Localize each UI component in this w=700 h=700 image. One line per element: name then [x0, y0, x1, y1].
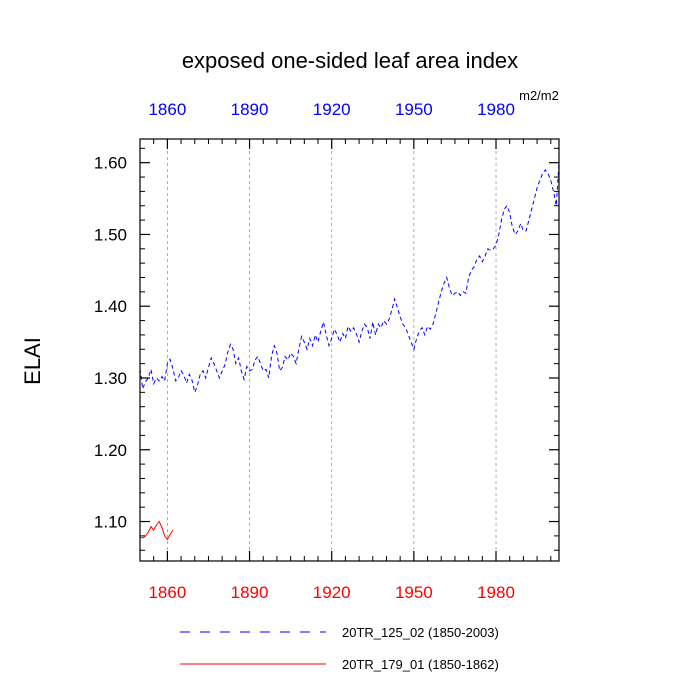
- x-tick-label-bottom: 1980: [477, 583, 515, 602]
- y-tick-label: 1.10: [94, 513, 127, 532]
- legend-label-1: 20TR_125_02 (1850-2003): [342, 625, 499, 640]
- units-label: m2/m2: [519, 88, 559, 103]
- x-tick-label-top: 1890: [231, 100, 269, 119]
- x-tick-label-bottom: 1950: [395, 583, 433, 602]
- y-tick-label: 1.20: [94, 441, 127, 460]
- x-tick-label-top: 1980: [477, 100, 515, 119]
- x-tick-label-bottom: 1890: [231, 583, 269, 602]
- grid-lines: [166, 139, 497, 561]
- y-tick-label: 1.30: [94, 369, 127, 388]
- series-line-1: [139, 162, 560, 395]
- plot-frame: [139, 138, 560, 562]
- x-tick-label-bottom: 1920: [313, 583, 351, 602]
- axes: 1860 1860 1890 1890 1920 1920 1950 1950 1980 1980…: [94, 100, 559, 602]
- x-tick-label-bottom: 1860: [148, 583, 186, 602]
- series-layer: [139, 162, 560, 541]
- y-tick-label: 1.40: [94, 297, 127, 316]
- x-tick-label-top: 1860: [148, 100, 186, 119]
- x-tick-label-top: 1920: [313, 100, 351, 119]
- legend-label-2: 20TR_179_01 (1850-1862): [342, 657, 499, 672]
- legend: 20TR_125_02 (1850-2003) 20TR_179_01 (1850…: [180, 625, 499, 672]
- x-tick-label-top: 1950: [395, 100, 433, 119]
- y-tick-label: 1.50: [94, 225, 127, 244]
- y-axis-label: ELAI: [20, 337, 45, 385]
- series-line-2: [139, 520, 174, 541]
- y-tick-label: 1.60: [94, 154, 127, 173]
- chart-title: exposed one-sided leaf area index: [182, 48, 518, 73]
